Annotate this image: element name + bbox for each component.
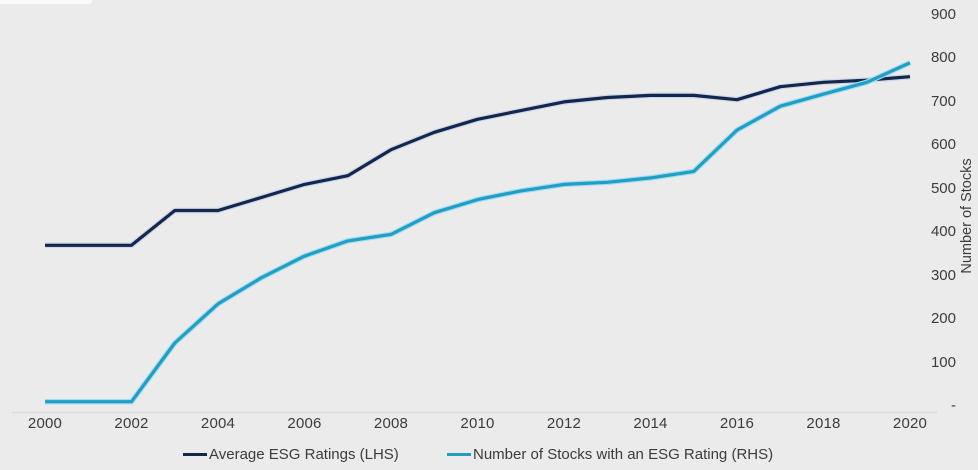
top-left-artifact <box>0 0 92 4</box>
right-y-tick-label: - <box>951 397 956 414</box>
right-y-tick-label: 200 <box>930 310 956 328</box>
right-y-tick-label: 700 <box>930 92 956 110</box>
right-y-tick-label: 300 <box>930 266 956 284</box>
right-y-tick-label: 900 <box>930 6 956 23</box>
x-tick-label: 2008 <box>373 415 409 432</box>
avg-esg-ratings-line <box>45 75 911 247</box>
x-tick-label: 2006 <box>287 415 322 432</box>
x-tick-label: 2010 <box>460 415 495 432</box>
x-tick-label: 2020 <box>892 415 928 432</box>
legend-line-swatch-navy-icon <box>183 452 207 456</box>
right-y-tick-label: 800 <box>930 49 956 67</box>
legend-label-average-esg-ratings: Average ESG Ratings (LHS) <box>209 445 399 463</box>
right-y-tick-label: 600 <box>930 136 956 154</box>
legend-item-number-of-stocks: Number of Stocks with an ESG Rating (RHS… <box>447 445 773 463</box>
x-tick-label: 2018 <box>806 415 841 432</box>
x-tick-label: 2000 <box>27 415 63 432</box>
x-tick-label: 2014 <box>633 415 668 432</box>
legend: Average ESG Ratings (LHS) Number of Stoc… <box>0 445 978 465</box>
legend-label-number-of-stocks: Number of Stocks with an ESG Rating (RHS… <box>473 445 774 463</box>
right-y-tick-label: 400 <box>930 223 956 241</box>
num-stocks-line <box>45 61 911 404</box>
x-tick-label: 2002 <box>114 415 149 432</box>
x-tick-label: 2016 <box>719 415 755 432</box>
legend-line-swatch-cyan-icon <box>447 452 471 456</box>
x-tick-label: 2012 <box>546 415 582 432</box>
right-y-tick-label: 500 <box>930 179 956 197</box>
right-y-tick-label: 100 <box>930 353 956 371</box>
legend-item-average-esg-ratings: Average ESG Ratings (LHS) <box>183 445 399 463</box>
x-tick-label: 2004 <box>200 415 236 432</box>
right-y-axis-title: Number of Stocks <box>959 158 975 274</box>
num-stocks-line-halo <box>45 60 912 405</box>
avg-esg-ratings-line-halo <box>45 73 911 249</box>
